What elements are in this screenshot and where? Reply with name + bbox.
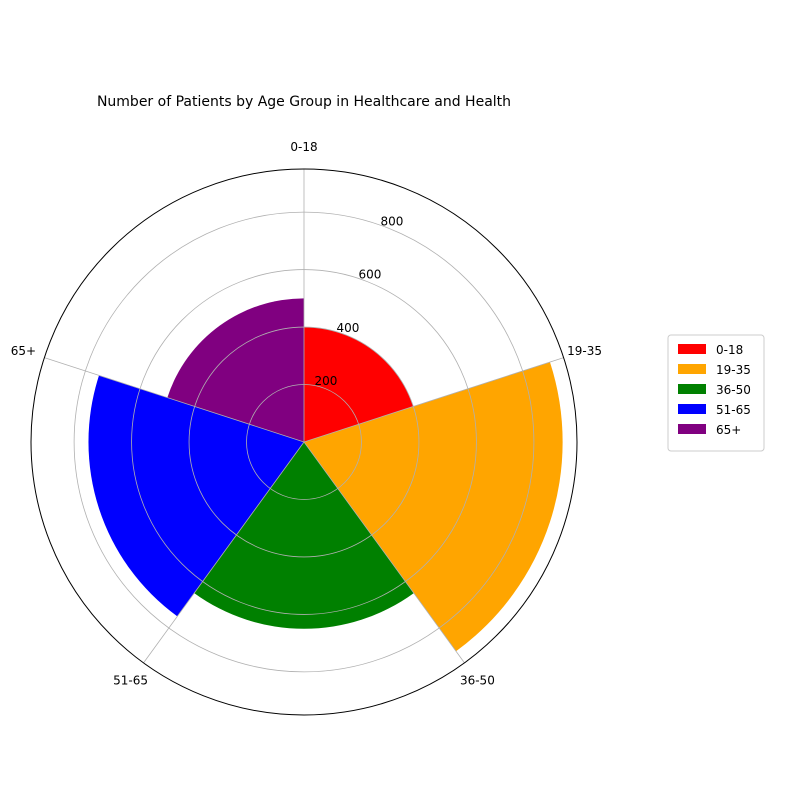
legend-swatch <box>678 404 706 414</box>
bar-19-35 <box>304 362 563 652</box>
bars-layer <box>88 298 563 652</box>
chart-title: Number of Patients by Age Group in Healt… <box>97 94 511 110</box>
radial-tick-label: 200 <box>315 374 338 388</box>
grid-spoke <box>143 441 305 664</box>
radial-tick-label: 400 <box>337 321 360 335</box>
category-tick-label: 36-50 <box>460 674 495 688</box>
category-tick-labels: 0-18 19-35 36-50 51-65 65+ <box>11 140 602 688</box>
category-tick-label: 19-35 <box>567 344 602 358</box>
legend-label: 19-35 <box>716 363 751 377</box>
grid-spoke <box>303 441 465 664</box>
category-tick-label: 65+ <box>11 344 36 358</box>
legend-swatch <box>678 384 706 394</box>
bar-65plus <box>167 298 304 442</box>
category-tick-label: 0-18 <box>290 140 317 154</box>
legend-label: 51-65 <box>716 403 751 417</box>
polar-frame <box>30 168 578 716</box>
bar-51-65 <box>88 375 304 617</box>
radial-tick-label: 600 <box>359 268 382 282</box>
radial-tick-label: 800 <box>381 215 404 229</box>
legend-swatch <box>678 344 706 354</box>
category-tick-label: 51-65 <box>113 674 148 688</box>
legend-label: 0-18 <box>716 343 743 357</box>
legend-label: 65+ <box>716 423 741 437</box>
legend-swatch <box>678 424 706 434</box>
legend: 0-18 19-35 36-50 51-65 65+ <box>667 334 765 452</box>
bar-0-18 <box>304 327 414 442</box>
legend-swatch <box>678 364 706 374</box>
bar-36-50 <box>194 442 414 629</box>
legend-label: 36-50 <box>716 383 751 397</box>
grid-spoke <box>303 357 564 443</box>
grid-spoke <box>44 357 305 443</box>
radial-tick-labels: 200 400 600 800 <box>315 215 404 388</box>
grid-layer <box>44 169 564 673</box>
